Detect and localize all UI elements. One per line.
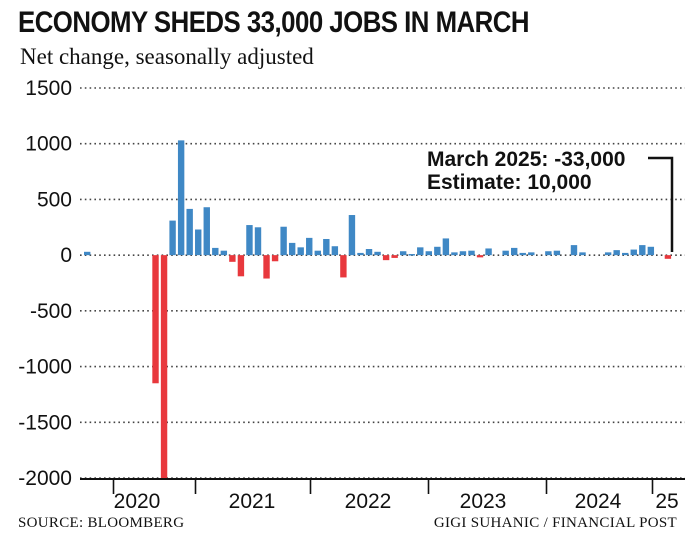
bar-2022-02	[348, 215, 356, 256]
bar-2021-07	[288, 242, 296, 256]
annotation-line-2: Estimate: 10,000	[427, 171, 592, 194]
bar-2022-03	[357, 252, 364, 256]
bar-2019-07	[84, 251, 91, 256]
bar-2020-09	[203, 207, 210, 256]
bar-2024-08	[604, 252, 612, 256]
bar-2021-09	[306, 237, 313, 256]
bar-2020-05	[169, 220, 176, 256]
bar-2022-06	[382, 255, 390, 261]
y-axis-ticks: 1500 1000 500 0 -500 -1000 -1500 -2000	[18, 77, 72, 490]
bar-2021-11	[323, 238, 330, 256]
bar-2021-12	[331, 246, 339, 256]
bar-2022-05	[374, 251, 381, 256]
bar-2020-07	[186, 208, 193, 256]
x-axis: 2020 2021 2022 2023 2024 25	[80, 478, 685, 513]
bar-2021-10	[314, 250, 321, 256]
x-year-label: 2023	[460, 490, 507, 513]
annotation: March 2025: -33,000 Estimate: 10,000	[427, 148, 674, 252]
bar-2021-06	[280, 226, 287, 256]
bar-2020-08	[195, 229, 202, 256]
y-tick-label: 500	[37, 188, 72, 211]
bar-2021-08	[297, 247, 304, 256]
annotation-leader-line	[648, 156, 674, 252]
bar-2024-04	[570, 245, 578, 256]
bar-2024-09	[613, 250, 620, 256]
bar-2023-09	[511, 247, 518, 256]
bar-2023-11	[528, 252, 535, 256]
y-tick-label: -1500	[18, 411, 72, 434]
bar-2024-05	[579, 252, 586, 256]
bar-2024-02	[553, 250, 561, 256]
bar-2022-09	[408, 254, 415, 256]
x-year-label: 2024	[575, 490, 622, 513]
bar-2021-05	[271, 255, 279, 262]
chart-title: ECONOMY SHEDS 33,000 JOBS IN MARCH	[18, 6, 530, 39]
chart-subtitle: Net change, seasonally adjusted	[20, 44, 314, 69]
bar-2023-04	[468, 250, 475, 256]
bar-2022-04	[365, 249, 373, 256]
bar-2021-03	[254, 227, 262, 256]
bar-2022-07	[391, 255, 398, 258]
bar-2024-12	[639, 245, 646, 256]
bar-2023-03	[459, 251, 467, 256]
y-tick-label: -2000	[18, 467, 72, 490]
bar-2021-02	[246, 225, 253, 256]
bar-2025-01	[647, 246, 655, 256]
bar-2023-06	[485, 248, 492, 256]
y-tick-label: 0	[60, 244, 72, 267]
bar-2024-10	[622, 252, 629, 256]
bar-2023-02	[451, 252, 458, 256]
bar-2022-01	[340, 255, 347, 278]
bar-2020-06	[177, 140, 185, 256]
x-year-label: 2020	[114, 490, 161, 513]
bar-2022-10	[417, 247, 424, 256]
y-tick-label: 1500	[25, 77, 72, 100]
grid-lines	[80, 87, 685, 479]
annotation-line-1: March 2025: -33,000	[427, 148, 625, 171]
source-credit: SOURCE: BLOOMBERG	[18, 515, 185, 531]
x-year-label: 2022	[345, 490, 392, 513]
bar-2025-03	[664, 255, 672, 259]
bar-2022-12	[434, 246, 441, 256]
bar-2022-11	[425, 251, 432, 256]
y-tick-label: -1000	[18, 356, 72, 379]
bar-2020-10	[212, 247, 219, 256]
bar-2020-04	[160, 255, 168, 478]
bar-2022-08	[399, 251, 407, 256]
bar-2020-11	[220, 250, 228, 256]
x-year-label: 25	[655, 490, 678, 513]
author-credit: GIGI SUHANIC / FINANCIAL POST	[433, 515, 677, 531]
bars	[84, 140, 672, 478]
bar-2023-08	[502, 250, 509, 256]
y-tick-label: -500	[30, 300, 72, 323]
bar-2021-01	[237, 255, 245, 277]
bar-2020-12	[229, 255, 236, 262]
bar-2021-04	[263, 255, 270, 279]
y-tick-label: 1000	[25, 133, 72, 156]
x-year-label: 2021	[229, 490, 276, 513]
bar-2024-01	[545, 251, 552, 256]
bar-2023-05	[476, 255, 484, 258]
bar-2023-01	[442, 238, 450, 256]
bar-2023-10	[519, 252, 526, 256]
bar-2020-03	[152, 255, 159, 384]
bar-2024-11	[630, 249, 637, 256]
